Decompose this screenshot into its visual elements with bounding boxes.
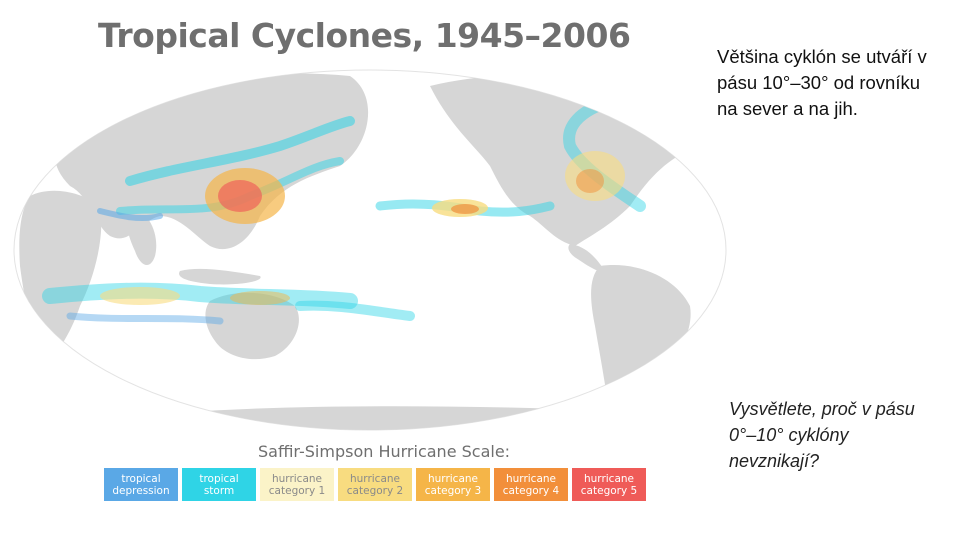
indonesia-islands <box>179 268 261 285</box>
scale-item: hurricane category 2 <box>338 468 412 501</box>
scale-item-line1: hurricane <box>428 472 478 485</box>
map-title: Tropical Cyclones, 1945–2006 <box>98 16 631 55</box>
track-hotspot <box>451 204 479 214</box>
scale-item: hurricane category 4 <box>494 468 568 501</box>
scale-item-line1: hurricane <box>272 472 322 485</box>
track-hotspot <box>576 169 604 193</box>
scale-item-line2: category 2 <box>346 484 404 497</box>
scale-item-line2: category 3 <box>424 484 482 497</box>
scale-item-line1: tropical <box>121 472 161 485</box>
scale-title: Saffir-Simpson Hurricane Scale: <box>258 442 511 461</box>
scale-legend: tropical depression tropical storm hurricane… <box>104 468 646 501</box>
scale-item-line1: tropical <box>199 472 239 485</box>
track-hotspot <box>218 180 262 212</box>
scale-item-line1: hurricane <box>350 472 400 485</box>
track-band <box>97 208 163 222</box>
world-map <box>13 69 727 431</box>
scale-item-line2: category 1 <box>268 484 326 497</box>
scale-item: tropical storm <box>182 468 256 501</box>
scale-item: tropical depression <box>104 468 178 501</box>
greenland-landmass <box>667 74 722 118</box>
track-band <box>125 116 355 186</box>
central-america-landmass <box>568 244 605 272</box>
australia-landmass <box>205 292 299 360</box>
scale-item: hurricane category 1 <box>260 468 334 501</box>
scale-item-line1: hurricane <box>584 472 634 485</box>
scale-item-line1: hurricane <box>506 472 556 485</box>
question-text: Vysvětlete, proč v pásu 0°–10° cyklóny n… <box>729 399 915 471</box>
track-hotspot <box>230 291 290 305</box>
scale-item: hurricane category 3 <box>416 468 490 501</box>
antarctica-landmass <box>50 406 710 430</box>
track-hotspot <box>100 287 180 305</box>
track-band <box>42 282 358 309</box>
scale-item-line2: storm <box>203 484 235 497</box>
scale-item: hurricane category 5 <box>572 468 646 501</box>
scale-item-line2: category 5 <box>580 484 638 497</box>
cyclone-tracks <box>42 91 716 325</box>
note-text: Většina cyklón se utváří v pásu 10°–30° … <box>717 46 927 119</box>
track-band <box>66 312 224 325</box>
scale-item-line2: category 4 <box>502 484 560 497</box>
scale-item-line2: depression <box>112 484 170 497</box>
south-america-landmass <box>591 265 691 427</box>
track-band <box>295 300 415 321</box>
